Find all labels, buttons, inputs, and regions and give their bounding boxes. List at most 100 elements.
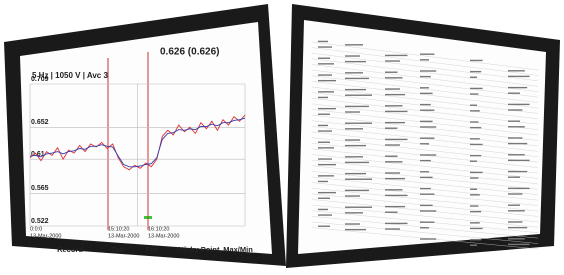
table-cell <box>318 97 328 98</box>
table-cell <box>318 142 330 143</box>
table-cell <box>318 214 332 215</box>
table-cell <box>420 222 434 223</box>
table-cell <box>385 156 398 157</box>
table-cell <box>385 94 405 95</box>
table-cell <box>508 143 527 144</box>
table-cell <box>385 172 400 173</box>
table-cell <box>508 121 520 122</box>
table-cell <box>345 139 360 140</box>
table-cell <box>470 105 477 106</box>
table-cell <box>420 160 431 161</box>
y-tick-label: 0.565 <box>31 185 49 192</box>
table-cell <box>345 195 360 196</box>
table-cell <box>345 89 366 90</box>
table-cell <box>508 109 522 110</box>
table-cell <box>385 128 398 129</box>
table-cell <box>345 173 366 174</box>
table-cell <box>470 121 478 122</box>
table-cell <box>470 211 481 212</box>
table-cell <box>385 72 398 73</box>
table-cell <box>420 93 433 94</box>
table-cell <box>470 71 481 72</box>
table-cell <box>420 227 429 228</box>
table-cell <box>470 194 480 195</box>
cursor-label: 13-Mar-2000 <box>108 233 140 239</box>
table-cell <box>420 104 431 105</box>
table-cell <box>318 164 336 165</box>
table-cell <box>420 121 433 122</box>
table-cell <box>318 130 332 131</box>
screen-left <box>20 22 272 254</box>
table-cell <box>385 105 403 106</box>
table-cell <box>345 179 372 180</box>
cursor-label: 13-Mar-2000 <box>148 233 180 239</box>
table-cell <box>318 158 332 159</box>
table-cell <box>508 177 520 178</box>
table-cell <box>345 190 369 191</box>
table-cell <box>508 205 520 206</box>
table-cell <box>345 61 366 62</box>
table-cell <box>318 226 330 227</box>
table-cell <box>385 161 403 162</box>
table-cell <box>385 122 405 123</box>
table-cell <box>318 181 328 182</box>
button[interactable]: Max/Min <box>223 245 253 254</box>
button[interactable]: Record <box>57 245 83 254</box>
table-cell <box>470 93 478 94</box>
button[interactable]: File <box>146 245 159 254</box>
table-cell <box>420 188 431 189</box>
table-cell <box>385 60 400 61</box>
table-cell <box>470 222 480 223</box>
table-cell <box>318 209 328 210</box>
table-cell <box>508 221 522 222</box>
table-cell <box>420 143 429 144</box>
table-cell <box>508 137 522 138</box>
button[interactable]: Sticky Point <box>177 245 220 254</box>
table-cell <box>385 55 408 56</box>
table-cell <box>508 126 525 127</box>
y-tick-label: 0.652 <box>31 119 49 126</box>
table-cell <box>508 171 527 172</box>
table-cell <box>345 78 369 79</box>
table-cell <box>420 177 433 178</box>
table-cell <box>470 138 480 139</box>
table-cell <box>470 239 481 240</box>
table-cell <box>385 77 403 78</box>
table-cell <box>470 177 478 178</box>
table-cell <box>420 194 434 195</box>
table-cell <box>470 88 483 89</box>
table-cell <box>345 229 366 230</box>
table-cell <box>508 93 520 94</box>
cursor-label: 15:10:20 <box>108 226 129 232</box>
table-cell <box>508 227 527 228</box>
table-cell <box>385 189 403 190</box>
table-cell <box>420 59 429 60</box>
table-cell <box>385 144 400 145</box>
table-cell <box>345 162 369 163</box>
table-cell <box>318 192 336 193</box>
table-cell <box>420 154 436 155</box>
table-cell <box>318 41 328 42</box>
table-cell <box>470 127 481 128</box>
page: 5 Hz | 1050 V | Avc 3 0.626 (0.626) 0.52… <box>0 0 564 275</box>
table-cell <box>318 147 334 148</box>
table-cell <box>420 210 436 211</box>
table-cell <box>385 228 400 229</box>
table-cell <box>318 91 334 92</box>
table-cell <box>470 110 480 111</box>
table-cell <box>345 123 372 124</box>
table-cell <box>345 207 372 208</box>
table-cell <box>420 205 433 206</box>
table-cell <box>470 205 478 206</box>
table-cell <box>318 125 328 126</box>
readout: 0.626 (0.626) <box>160 47 220 58</box>
cursor-label: 13-Mar-2000 <box>30 233 62 239</box>
table-cell <box>318 58 330 59</box>
table-cell <box>345 145 366 146</box>
table-cell <box>470 60 483 61</box>
button[interactable]: Tag <box>112 245 125 254</box>
table-cell <box>318 114 330 115</box>
table-cell <box>385 111 408 112</box>
scene: 5 Hz | 1050 V | Avc 3 0.626 (0.626) 0.52… <box>0 0 564 275</box>
table-cell <box>470 155 481 156</box>
